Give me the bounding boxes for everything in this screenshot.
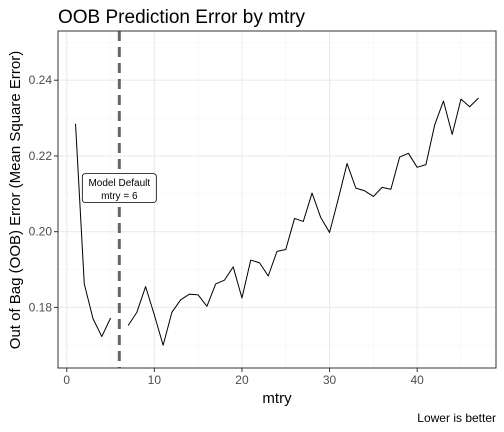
y-tick-label: 0.24 bbox=[29, 73, 53, 87]
y-tick-label: 0.18 bbox=[29, 300, 53, 314]
grid-major bbox=[58, 31, 496, 368]
chart-title: OOB Prediction Error by mtry bbox=[58, 7, 306, 28]
y-tick-label: 0.22 bbox=[29, 149, 53, 163]
x-axis-ticks: 0 10 20 30 40 bbox=[63, 368, 424, 387]
x-tick-label: 40 bbox=[410, 373, 424, 387]
x-tick-label: 30 bbox=[323, 373, 337, 387]
y-axis-ticks: 0.18 0.20 0.22 0.24 bbox=[29, 73, 58, 314]
default-marker: Model Default mtry = 6 bbox=[81, 31, 157, 368]
y-tick-label: 0.20 bbox=[29, 225, 53, 239]
x-tick-label: 0 bbox=[63, 373, 70, 387]
panel-border bbox=[57, 30, 497, 369]
series-layer bbox=[75, 97, 479, 346]
chart-caption: Lower is better bbox=[417, 411, 496, 425]
x-axis-title: mtry bbox=[262, 390, 292, 407]
series-line-2 bbox=[127, 97, 479, 346]
x-tick-label: 20 bbox=[235, 373, 249, 387]
x-tick-label: 10 bbox=[148, 373, 162, 387]
annotation-line-1: Model Default bbox=[88, 178, 150, 189]
annotation-line-2: mtry = 6 bbox=[101, 191, 138, 202]
series-line-1 bbox=[75, 123, 112, 338]
y-axis-title: Out of Bag (OOB) Error (Mean Square Erro… bbox=[7, 51, 24, 349]
annotation-box bbox=[81, 173, 157, 204]
